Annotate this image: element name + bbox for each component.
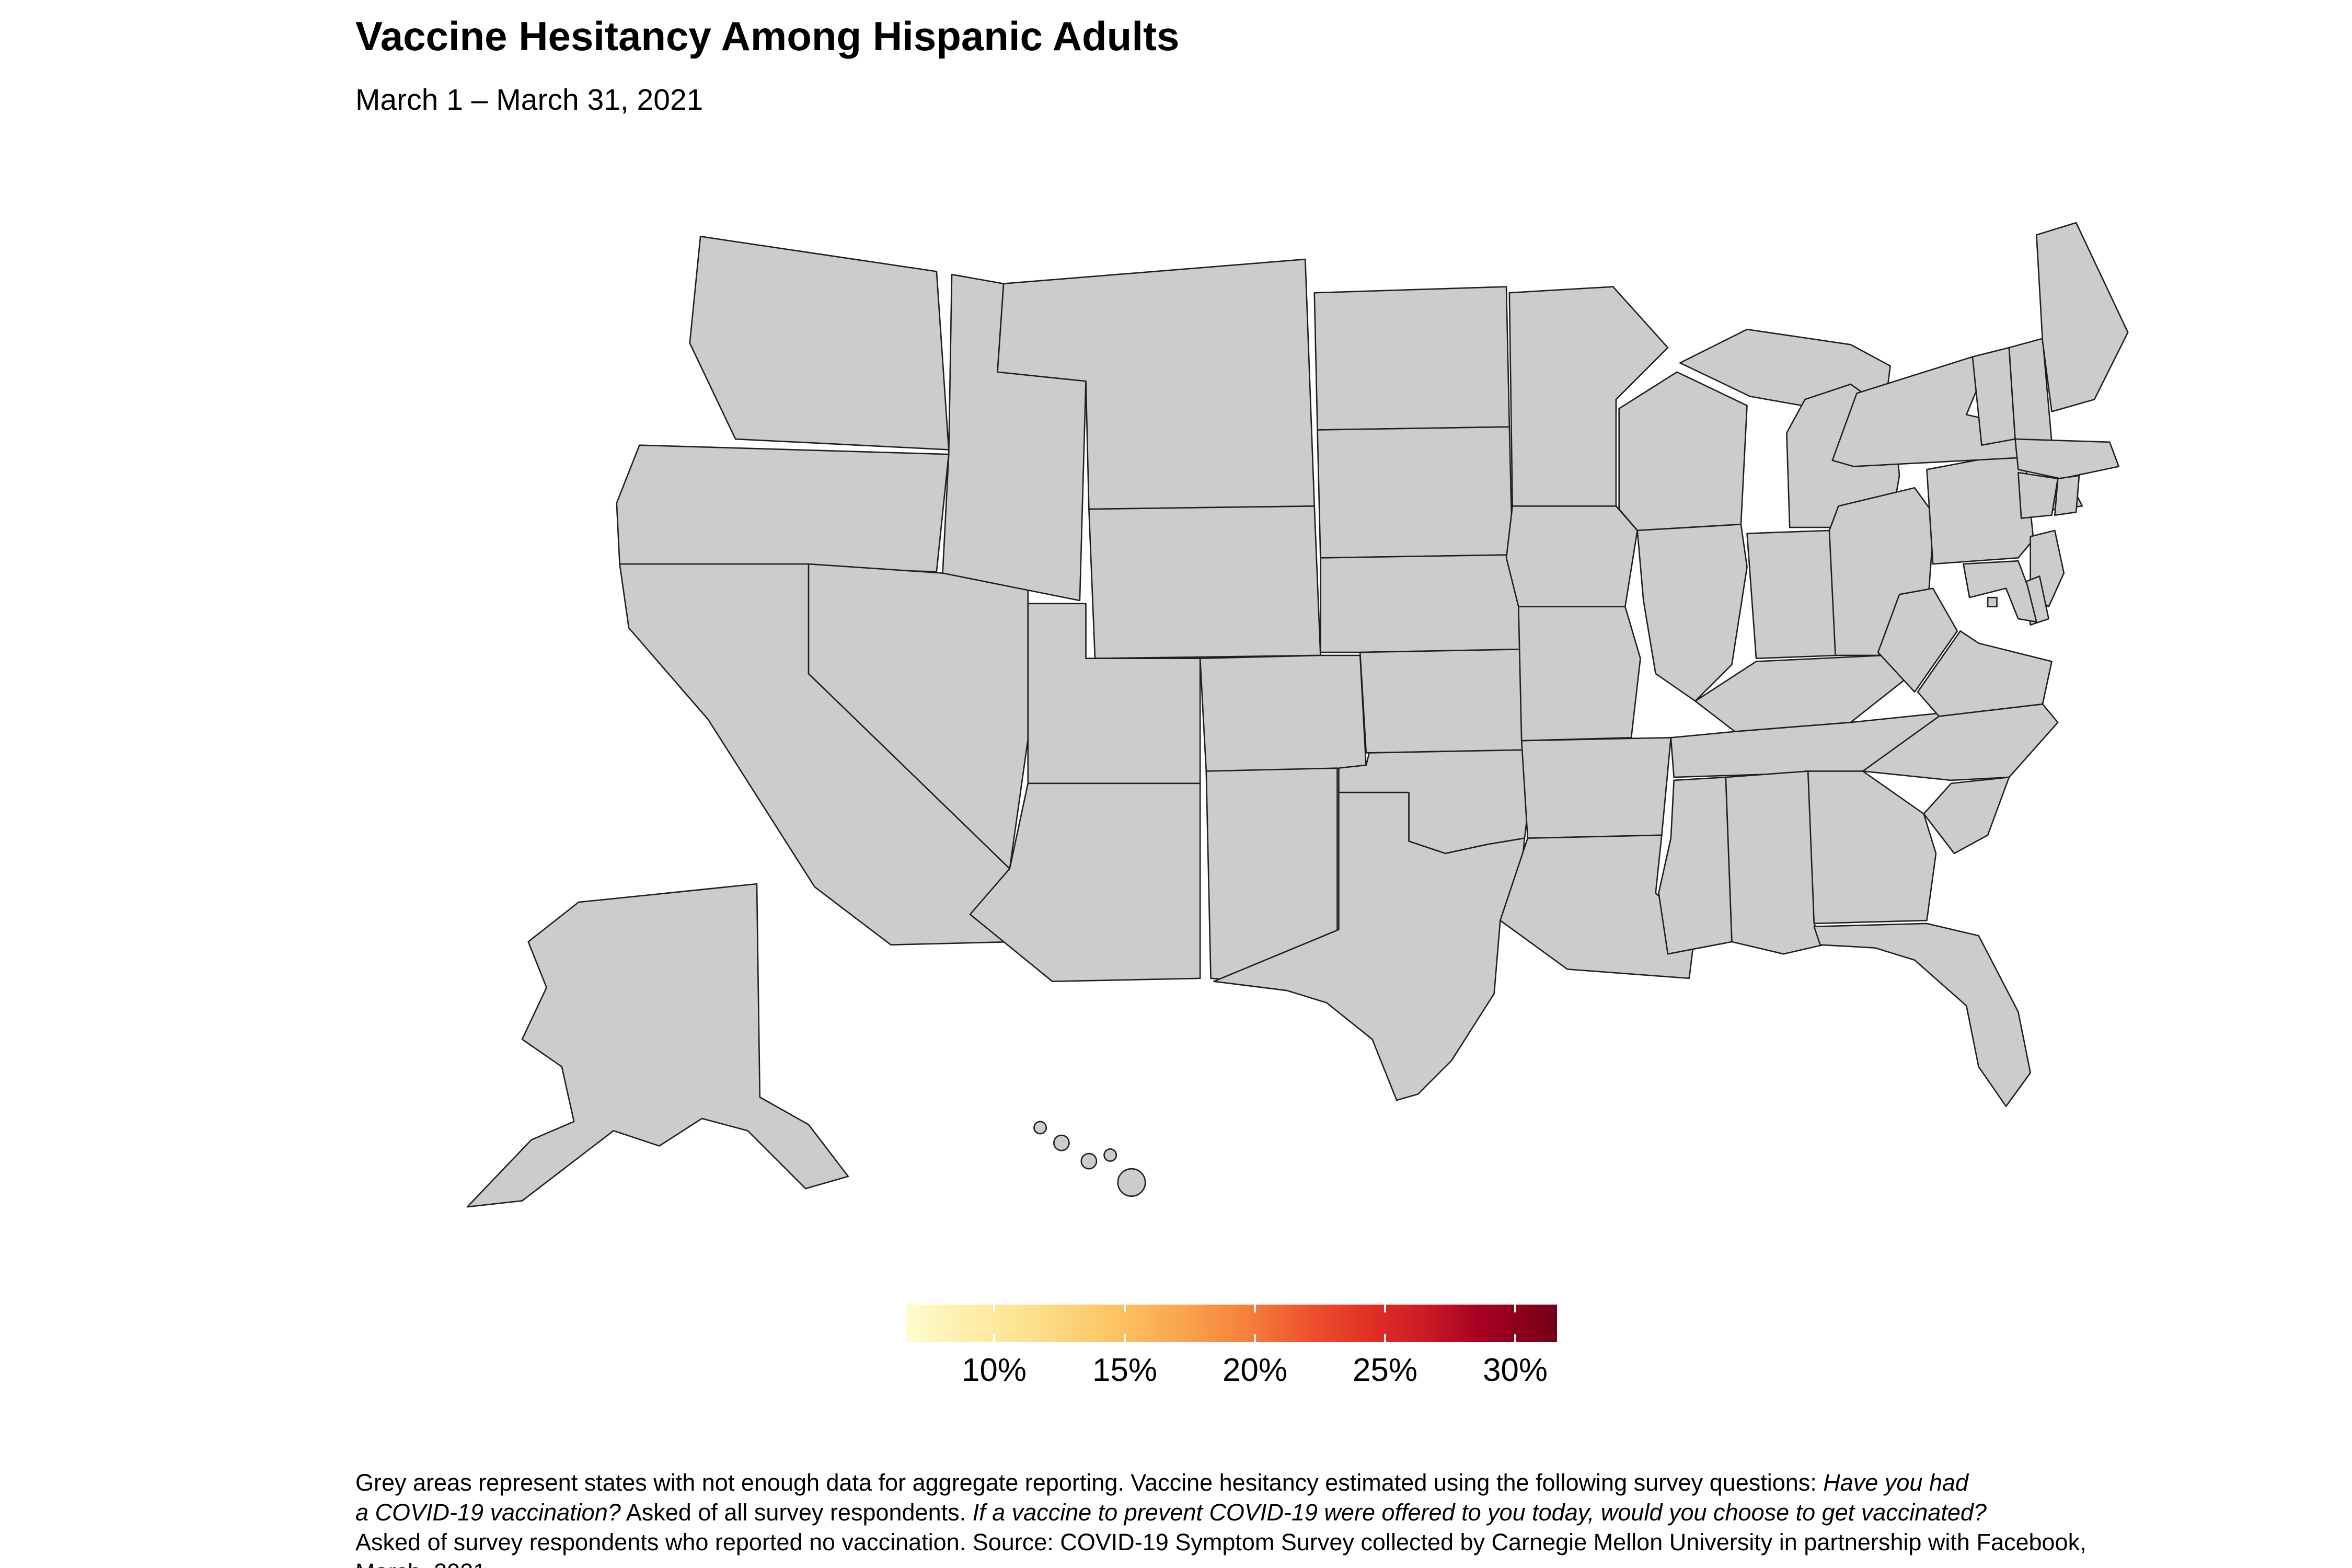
- state-arizona: [969, 782, 1201, 982]
- legend-tick-15%: [1124, 1334, 1126, 1342]
- state-south-dakota: [1317, 426, 1513, 559]
- state-arkansas: [1520, 736, 1672, 839]
- state-mississippi: [1658, 776, 1733, 955]
- legend-tick-25%: [1384, 1334, 1386, 1342]
- state-texas: [1213, 791, 1526, 1101]
- state-washington: [689, 236, 950, 451]
- chart-subtitle: March 1 – March 31, 2021: [355, 83, 704, 117]
- state-colorado: [1199, 654, 1367, 772]
- state-missouri: [1518, 606, 1641, 742]
- footnote-line: Grey areas represent states with not eno…: [355, 1468, 2331, 1497]
- state-hawaii-island: [1033, 1121, 1047, 1135]
- footnote-survey-question: If a vaccine to prevent COVID-19 were of…: [972, 1499, 1987, 1526]
- state-illinois: [1636, 523, 1748, 702]
- state-nebraska: [1320, 554, 1526, 653]
- state-michigan-upper-peninsula: [1679, 328, 1891, 407]
- footnote-line: Asked of survey respondents who reported…: [355, 1527, 2331, 1557]
- us-choropleth-map: [466, 222, 2129, 1208]
- legend-tick-25%: [1384, 1305, 1386, 1312]
- state-maine: [2036, 222, 2129, 412]
- legend-gradient-bar: [906, 1305, 1557, 1342]
- state-connecticut: [2017, 471, 2059, 519]
- chart-title: Vaccine Hesitancy Among Hispanic Adults: [355, 13, 1180, 59]
- legend-tick-label: 30%: [1482, 1352, 1548, 1388]
- state-north-carolina: [1862, 703, 2059, 781]
- footnote-text: Asked of survey respondents who reported…: [355, 1529, 2086, 1555]
- color-legend: 10% 15% 20% 25% 30%: [906, 1305, 1557, 1430]
- state-alabama: [1725, 770, 1824, 955]
- state-west-virginia: [1877, 587, 1958, 693]
- state-alaska: [466, 883, 849, 1208]
- state-wisconsin: [1618, 371, 1748, 532]
- legend-tick-10%: [993, 1305, 995, 1312]
- legend-tick-15%: [1124, 1305, 1126, 1312]
- state-district-of-columbia: [1987, 596, 1998, 607]
- legend-tick-10%: [993, 1334, 995, 1342]
- state-rhode-island: [2054, 475, 2080, 516]
- footnote-text: Asked of all survey respondents.: [620, 1499, 973, 1526]
- legend-tick-30%: [1514, 1305, 1516, 1312]
- state-indiana: [1746, 529, 1839, 660]
- footnote-line: a COVID-19 vaccination? Asked of all sur…: [355, 1497, 2331, 1527]
- state-kansas: [1359, 648, 1529, 754]
- legend-tick-label: 20%: [1222, 1352, 1288, 1388]
- footnote: Grey areas represent states with not eno…: [355, 1468, 2331, 1568]
- legend-tick-label: 10%: [961, 1352, 1027, 1388]
- state-maryland: [1963, 560, 2037, 623]
- state-iowa: [1505, 505, 1639, 607]
- legend-tick-label: 25%: [1352, 1352, 1418, 1388]
- state-hawaii: [1033, 1121, 1146, 1197]
- state-louisiana: [1500, 834, 1696, 979]
- state-hawaii-island: [1053, 1134, 1070, 1151]
- footnote-text: Grey areas represent states with not eno…: [355, 1469, 1824, 1496]
- state-hawaii-island: [1080, 1152, 1098, 1170]
- footnote-line: March, 2021.: [355, 1557, 2331, 1568]
- state-north-dakota: [1313, 286, 1511, 431]
- state-hawaii-island: [1103, 1148, 1117, 1162]
- state-wyoming: [1088, 505, 1321, 660]
- state-georgia: [1804, 770, 1937, 925]
- state-south-carolina: [1923, 776, 2010, 855]
- state-oregon: [616, 444, 950, 572]
- state-hawaii-island: [1117, 1168, 1146, 1197]
- state-massachusetts: [2014, 438, 2120, 480]
- legend-tick-30%: [1514, 1334, 1516, 1342]
- footnote-survey-question: a COVID-19 vaccination?: [355, 1499, 621, 1526]
- legend-tick-label: 15%: [1092, 1352, 1158, 1388]
- state-florida: [1813, 923, 2032, 1107]
- legend-tick-20%: [1254, 1334, 1256, 1342]
- footnote-survey-question: Have you had: [1823, 1469, 1968, 1496]
- legend-tick-20%: [1254, 1305, 1256, 1312]
- footnote-text: March, 2021.: [355, 1559, 493, 1568]
